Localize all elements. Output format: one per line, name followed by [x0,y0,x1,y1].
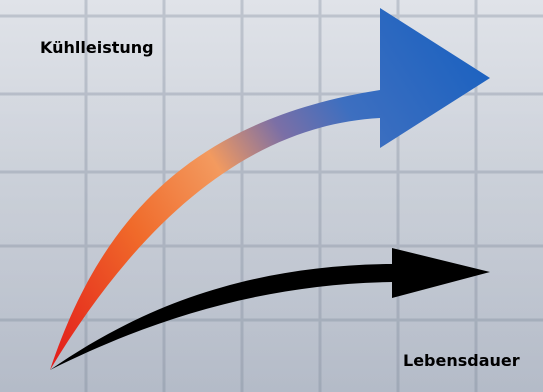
lifespan-arrow [50,248,490,370]
cooling-performance-arrow [50,8,490,370]
lifespan-label: Lebensdauer [403,351,520,370]
cooling-performance-label: Kühlleistung [40,38,154,57]
